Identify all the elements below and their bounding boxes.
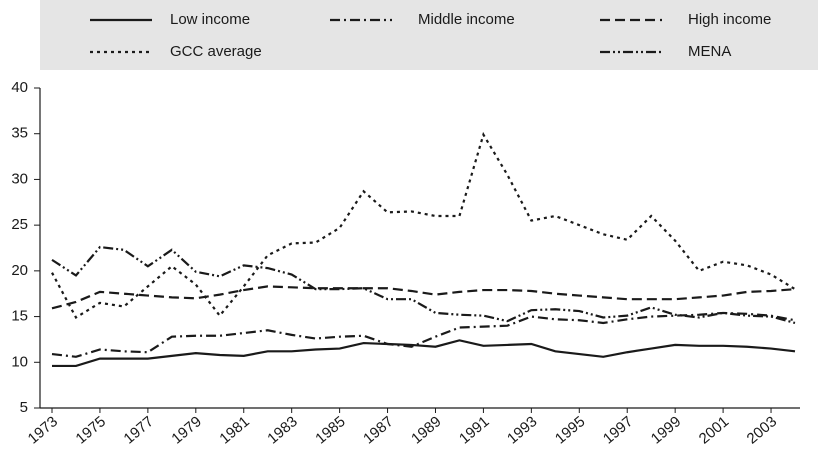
- x-tick-label: 1993: [504, 413, 540, 447]
- x-tick-label: 1975: [73, 413, 109, 447]
- x-tick-label: 1995: [552, 413, 588, 447]
- x-tick-label: 1977: [120, 413, 156, 447]
- x-tick-label: 1989: [408, 413, 444, 447]
- y-tick-label: 35: [11, 125, 28, 142]
- x-tick-label: 1981: [216, 413, 252, 447]
- y-tick-label: 40: [11, 79, 28, 96]
- x-tick-label: 1983: [264, 413, 300, 447]
- x-tick-label: 1991: [456, 413, 492, 447]
- x-tick-label: 1997: [600, 413, 636, 447]
- x-tick-label: 1999: [648, 413, 684, 447]
- legend-label: Middle income: [418, 11, 515, 28]
- series-line: [52, 339, 796, 368]
- y-tick-label: 30: [11, 170, 28, 187]
- legend-label: High income: [688, 11, 771, 28]
- x-tick-label: 1985: [312, 413, 348, 447]
- legend-label: MENA: [688, 43, 731, 60]
- y-tick-label: 20: [11, 262, 28, 279]
- legend-label: Low income: [170, 11, 250, 28]
- x-tick-label: 2001: [696, 413, 732, 447]
- y-tick-label: 15: [11, 308, 28, 325]
- series-line: [51, 131, 796, 320]
- y-tick-label: 5: [20, 399, 28, 416]
- x-tick-label: 1979: [168, 413, 204, 447]
- y-tick-label: 10: [11, 353, 28, 370]
- legend-background: [40, 0, 818, 70]
- legend-label: GCC average: [170, 43, 262, 60]
- series-line: [51, 285, 796, 310]
- series-line: [51, 245, 796, 325]
- x-tick-label: 2003: [744, 413, 780, 447]
- x-tick-label: 1987: [360, 413, 396, 447]
- y-tick-label: 25: [11, 216, 28, 233]
- series-line: [51, 311, 796, 358]
- x-tick-label: 1973: [25, 413, 61, 447]
